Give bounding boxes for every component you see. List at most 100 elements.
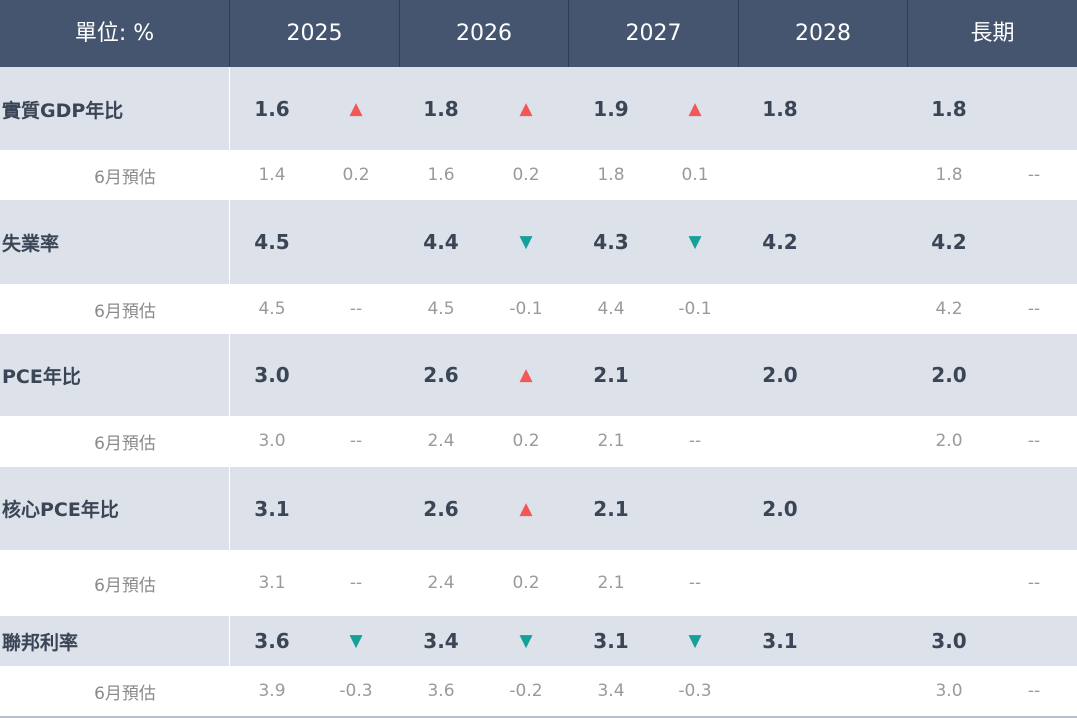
change-cell: -0.2 (509, 681, 543, 701)
table-row: 核心PCE年比 3.1 2.6 2.1 2.0 ▲ (0, 467, 1077, 550)
previous-value-cell (740, 416, 820, 466)
unit-label: 單位: % (74, 21, 155, 46)
row-divider (229, 467, 230, 550)
change-cell: -- (688, 573, 702, 593)
table-row: 聯邦利率 3.6 3.4 3.1 3.1 3.0 ▼ ▼ ▼ (0, 616, 1077, 666)
value-cell: 2.0 (762, 363, 798, 387)
value-cell: 2.1 (593, 496, 629, 521)
previous-value-cell (740, 150, 820, 200)
row-label: 實質GDP年比 (2, 99, 124, 122)
row-label: 聯邦利率 (2, 631, 79, 654)
down-triangle-icon: ▼ (688, 232, 702, 252)
down-triangle-icon: ▼ (349, 631, 363, 651)
previous-value-cell (740, 666, 820, 716)
change-cell: -- (349, 299, 363, 319)
previous-value-cell: 4.5 (258, 299, 286, 319)
change-cell: 0.2 (512, 431, 540, 451)
previous-value-cell: 2.0 (935, 431, 963, 451)
value-cell: 2.6 (423, 496, 459, 521)
change-cell: -0.1 (678, 299, 712, 319)
change-cell: -- (349, 573, 363, 593)
table-row: 6月預估 3.1 2.4 2.1 -- 0.2 -- -- (0, 550, 1077, 616)
table-row: 6月預估 4.5 4.5 4.4 4.2 -- -0.1 -0.1 -- (0, 284, 1077, 334)
value-cell: 1.8 (423, 97, 459, 121)
value-cell: 1.9 (593, 97, 629, 121)
value-cell: 3.0 (931, 629, 967, 653)
change-cell: 0.2 (512, 573, 540, 593)
change-cell: 0.2 (512, 165, 540, 185)
header-divider (399, 0, 400, 67)
previous-value-cell: 1.8 (597, 165, 625, 185)
previous-value-cell: 3.0 (258, 431, 286, 451)
table-header: 單位: % 2025 2026 2027 2028 長期 (0, 0, 1077, 67)
value-cell: 2.6 (423, 363, 459, 387)
value-cell: 4.2 (931, 230, 967, 254)
year-2027-header: 2027 (625, 21, 682, 46)
sub-row-label: 6月預估 (94, 683, 156, 704)
header-divider (229, 0, 230, 67)
previous-value-cell: 2.4 (427, 431, 455, 451)
table-row: 6月預估 3.0 2.4 2.1 2.0 -- 0.2 -- -- (0, 416, 1077, 466)
value-cell: 4.3 (593, 230, 629, 254)
up-triangle-icon: ▲ (349, 99, 363, 119)
previous-value-cell (740, 550, 820, 616)
value-cell: 3.1 (762, 629, 798, 653)
value-cell: 4.2 (762, 230, 798, 254)
year-2025-header: 2025 (286, 21, 343, 46)
value-cell: 1.8 (762, 97, 798, 121)
long-run-change-cell: -- (1027, 573, 1041, 593)
previous-value-cell: 3.4 (597, 681, 625, 701)
value-cell: 2.0 (931, 363, 967, 387)
long-run-change-cell: -- (1027, 681, 1041, 701)
change-cell: -0.1 (509, 299, 543, 319)
up-triangle-icon: ▲ (519, 99, 533, 119)
sub-row-label: 6月預估 (94, 167, 156, 188)
value-cell: 3.1 (254, 496, 290, 521)
value-cell: 2.0 (762, 496, 798, 521)
change-cell: 0.2 (342, 165, 370, 185)
previous-value-cell: 1.8 (935, 165, 963, 185)
row-divider (229, 334, 230, 416)
previous-value-cell (740, 284, 820, 334)
header-divider (907, 0, 908, 67)
table-row: 6月預估 3.9 3.6 3.4 3.0 -0.3 -0.2 -0.3 -- (0, 666, 1077, 716)
row-label: 失業率 (2, 232, 60, 255)
up-triangle-icon: ▲ (519, 365, 533, 385)
previous-value-cell (909, 550, 989, 616)
table-row: 失業率 4.5 4.4 4.3 4.2 4.2 ▼ ▼ (0, 200, 1077, 284)
long-run-change-cell: -- (1027, 431, 1041, 451)
header-divider (738, 0, 739, 67)
change-cell: -0.3 (678, 681, 712, 701)
value-cell: 3.6 (254, 629, 290, 653)
table-row: 6月預估 1.4 1.6 1.8 1.8 0.2 0.2 0.1 -- (0, 150, 1077, 200)
previous-value-cell: 4.4 (597, 299, 625, 319)
value-cell: 3.0 (254, 363, 290, 387)
long-run-header: 長期 (970, 21, 1015, 46)
previous-value-cell: 2.1 (597, 573, 625, 593)
change-cell: -- (349, 431, 363, 451)
table-row: PCE年比 3.0 2.6 2.1 2.0 2.0 ▲ (0, 334, 1077, 416)
up-triangle-icon: ▲ (519, 498, 533, 519)
previous-value-cell: 3.0 (935, 681, 963, 701)
up-triangle-icon: ▲ (688, 99, 702, 119)
previous-value-cell: 4.2 (935, 299, 963, 319)
change-cell: -- (688, 431, 702, 451)
value-cell: 2.1 (593, 363, 629, 387)
previous-value-cell: 1.6 (427, 165, 455, 185)
previous-value-cell: 2.1 (597, 431, 625, 451)
previous-value-cell: 4.5 (427, 299, 455, 319)
down-triangle-icon: ▼ (688, 631, 702, 651)
down-triangle-icon: ▼ (519, 631, 533, 651)
previous-value-cell: 2.4 (427, 573, 455, 593)
table-row: 實質GDP年比 1.6 1.8 1.9 1.8 1.8 ▲ ▲ ▲ (0, 67, 1077, 151)
value-cell: 3.4 (423, 629, 459, 653)
value-cell: 4.5 (254, 230, 290, 254)
previous-value-cell: 1.4 (258, 165, 286, 185)
long-run-change-cell: -- (1027, 165, 1041, 185)
sub-row-label: 6月預估 (94, 575, 156, 596)
table-bottom-border (0, 716, 1077, 718)
year-2028-header: 2028 (795, 21, 851, 46)
value-cell: 1.8 (931, 97, 967, 121)
sub-row-label: 6月預估 (94, 433, 156, 454)
